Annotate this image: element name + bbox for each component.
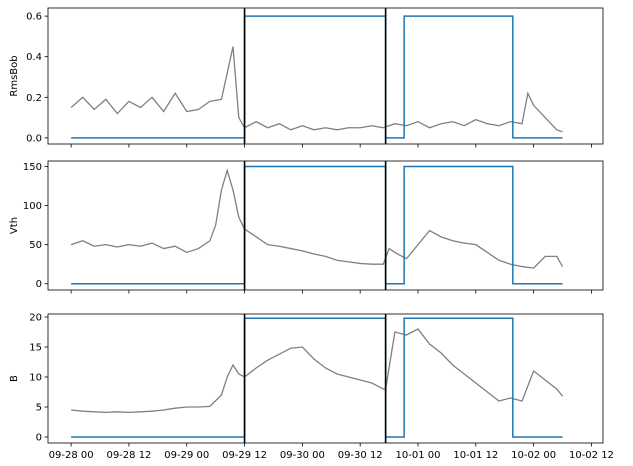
panel-b-ytick-label: 20: [29, 313, 42, 324]
panel-b-xtick-label: 09-29 12: [222, 450, 267, 461]
panel-vth-xticks: [70, 290, 592, 294]
panel-rmsbob-plot: [70, 8, 563, 144]
panel-b-ytick-label: 10: [29, 373, 42, 384]
panel-b-ylabel: B: [9, 375, 20, 382]
panel-b-ytick-label: 15: [29, 343, 42, 354]
panel-b-xtick-label: 10-02 00: [511, 450, 556, 461]
panel-rmsbob-xticks: [70, 144, 592, 148]
panel-rmsbob: 0.0 0.2 0.4 0.6 RmsBob: [9, 7, 604, 148]
panel-b-xtick-label: 10-02 12: [569, 450, 614, 461]
panel-vth: 0 50 100 150 Vth: [9, 160, 604, 294]
panel-rmsbob-ytick-label: 0.4: [26, 52, 42, 63]
panel-b-xticks: 09-28 00 09-28 12 09-29 00 09-29 12 09-30 00…: [49, 443, 614, 461]
panel-b-plot: [71, 314, 564, 443]
panel-b-yticks: 0 5 10 15 20: [29, 313, 48, 444]
panel-vth-ytick-label: 150: [23, 162, 42, 173]
panel-b-series: [71, 314, 564, 443]
panel-rmsbob-yticks: 0.0 0.2 0.4 0.6: [26, 12, 48, 144]
panel-b-ytick-label: 5: [36, 403, 42, 414]
panel-b-xtick-label: 09-30 12: [338, 450, 383, 461]
panel-b: 0 5 10 15 20 09-28 00 09-28 12 09-29 00 09-29 1…: [9, 313, 614, 462]
panel-rmsbob-frame: [47, 7, 604, 145]
panel-rmsbob-ytick-label: 0.6: [26, 12, 42, 23]
panel-vth-ylabel: Vth: [9, 217, 20, 234]
panel-rmsbob-ytick-label: 0.2: [26, 93, 42, 104]
panel-vth-plot: [70, 161, 564, 290]
panel-vth-ytick-label: 50: [29, 240, 42, 251]
panel-vth-ytick-label: 100: [23, 201, 42, 212]
panel-vth-yticks: 0 50 100 150: [23, 162, 48, 290]
panel-b-noisy-line: [71, 328, 564, 414]
panel-b-xtick-label: 09-29 00: [164, 450, 209, 461]
panel-vth-frame: [47, 160, 604, 291]
panel-b-xtick-label: 09-30 00: [280, 450, 325, 461]
panel-rmsbob-noisy-line: [70, 46, 563, 133]
panel-b-frame: [47, 313, 604, 444]
panel-b-xtick-label: 10-01 12: [453, 450, 498, 461]
panel-vth-noisy-line: [70, 168, 564, 269]
panel-rmsbob-ylabel: RmsBob: [9, 55, 20, 96]
panel-b-ytick-label: 0: [36, 433, 42, 444]
panel-rmsbob-series: [70, 8, 563, 144]
panel-vth-series: [70, 161, 564, 290]
panel-b-xtick-label: 10-01 00: [396, 450, 441, 461]
panel-b-xtick-label: 09-28 12: [106, 450, 151, 461]
panel-b-xtick-label: 09-28 00: [49, 450, 94, 461]
panel-vth-ytick-label: 0: [36, 279, 42, 290]
panel-rmsbob-ytick-label: 0.0: [26, 133, 42, 144]
